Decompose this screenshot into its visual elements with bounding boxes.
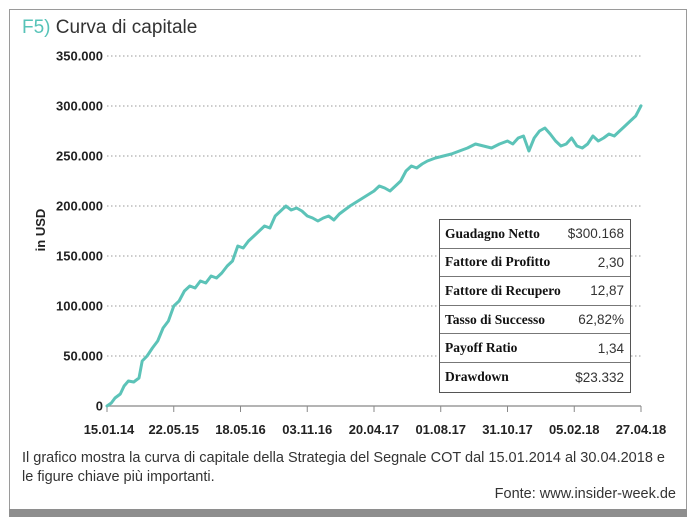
- y-tick-label: 50.000: [63, 349, 103, 364]
- stat-value: $300.168: [567, 226, 624, 242]
- stat-value: 1,34: [597, 340, 624, 356]
- y-tick-label: 300.000: [56, 99, 103, 114]
- x-axis: [106, 405, 642, 412]
- x-tick-labels: 15.01.14 22.05.15 18.05.16 03.11.16 20.04.17…: [84, 422, 667, 437]
- stat-label: Tasso di Successo: [445, 311, 546, 327]
- stat-label: Fattore di Profitto: [445, 254, 551, 270]
- x-tick-label: 31.10.17: [482, 422, 533, 437]
- bottom-bar: [9, 509, 687, 517]
- stat-row-profit-factor: Fattore di Profitto 2,30: [440, 249, 630, 278]
- x-tick-label: 15.01.14: [84, 422, 135, 437]
- stat-row-net-profit: Guadagno Netto $300.168: [440, 220, 630, 249]
- equity-curve-line: [105, 104, 643, 408]
- figure-caption: Il grafico mostra la curva di capitale d…: [22, 450, 665, 485]
- y-tick-label: 150.000: [56, 249, 103, 264]
- chart-title-text: Curva di capitale: [55, 17, 198, 38]
- figure-number: F5): [22, 17, 51, 38]
- x-tick-label: 03.11.16: [282, 422, 332, 437]
- stat-value: 62,82%: [578, 312, 624, 328]
- x-tick-label: 27.04.18: [616, 422, 667, 437]
- stat-row-recovery-factor: Fattore di Recupero 12,87: [440, 277, 630, 306]
- stat-value: 2,30: [597, 254, 624, 270]
- y-tick-label: 0: [96, 399, 103, 414]
- x-tick-label: 20.04.17: [349, 422, 400, 437]
- key-figures-table: Guadagno Netto $300.168 Fattore di Profi…: [439, 219, 631, 393]
- stat-label: Drawdown: [445, 369, 509, 385]
- stat-label: Fattore di Recupero: [445, 282, 561, 298]
- x-tick-label: 05.02.18: [549, 422, 600, 437]
- y-tick-label: 250.000: [56, 149, 103, 164]
- stat-label: Payoff Ratio: [445, 340, 518, 356]
- stat-row-win-rate: Tasso di Successo 62,82%: [440, 306, 630, 335]
- x-tick-label: 01.08.17: [415, 422, 466, 437]
- y-tick-label: 100.000: [56, 299, 103, 314]
- stat-value: $23.332: [575, 369, 624, 385]
- y-tick-label: 350.000: [56, 49, 103, 64]
- stat-row-drawdown: Drawdown $23.332: [440, 363, 630, 392]
- x-tick-label: 22.05.15: [148, 422, 199, 437]
- stat-label: Guadagno Netto: [445, 225, 540, 241]
- x-tick-label: 18.05.16: [215, 422, 266, 437]
- stat-value: 12,87: [590, 283, 624, 299]
- stat-row-payoff-ratio: Payoff Ratio 1,34: [440, 334, 630, 363]
- chart-title: F5) Curva di capitale: [22, 17, 197, 39]
- source-credit: Fonte: www.insider-week.de: [494, 486, 676, 502]
- y-tick-labels: 0 50.000 100.000 150.000 200.000 250.000 300.0…: [56, 49, 103, 414]
- y-tick-label: 200.000: [56, 199, 103, 214]
- y-axis-label: in USD: [33, 209, 48, 252]
